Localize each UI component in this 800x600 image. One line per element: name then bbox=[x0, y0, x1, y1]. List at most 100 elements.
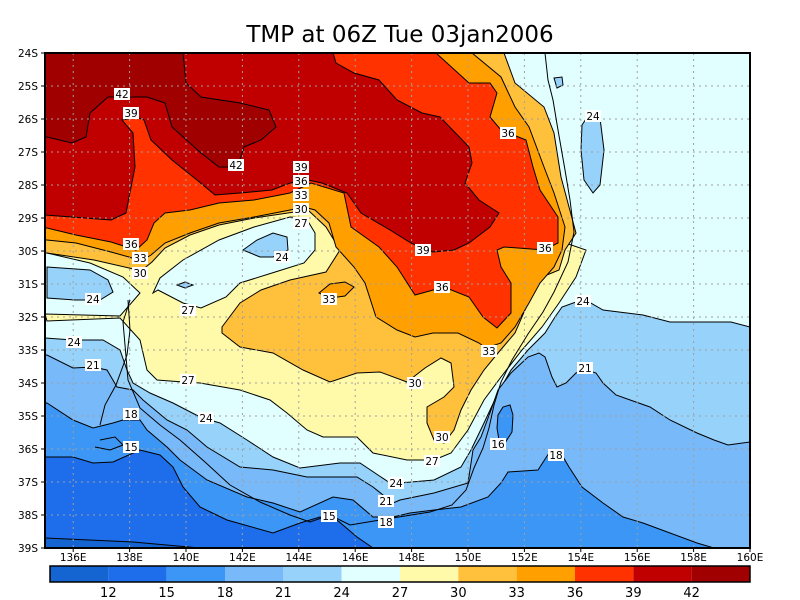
colorbar-swatch bbox=[516, 566, 575, 582]
colorbar-swatch bbox=[108, 566, 167, 582]
lon-tick-label: 154E bbox=[567, 552, 594, 564]
contour-label-text: 30 bbox=[294, 204, 307, 216]
contour-label: 30 bbox=[407, 377, 423, 390]
contour-label-text: 36 bbox=[435, 282, 449, 294]
contour-label: 15 bbox=[123, 441, 139, 454]
colorbar-swatch bbox=[633, 566, 692, 582]
contour-label: 27 bbox=[424, 455, 440, 468]
contour-label-bg bbox=[577, 362, 593, 374]
contour-label-text: 27 bbox=[294, 218, 307, 230]
contour-label: 21 bbox=[577, 362, 593, 375]
contour-plot-area bbox=[45, 53, 750, 548]
contour-label: 36 bbox=[537, 242, 553, 255]
colorbar-level-label: 21 bbox=[275, 586, 292, 600]
lat-tick-label: 33S bbox=[18, 345, 38, 357]
colorbar-swatch bbox=[283, 566, 342, 582]
contour-label: 36 bbox=[123, 238, 139, 251]
lon-tick-label: 136E bbox=[60, 552, 87, 564]
contour-label-bg bbox=[274, 251, 290, 263]
map-title: TMP at 06Z Tue 03jan2006 bbox=[245, 22, 553, 48]
contour-label-bg bbox=[293, 217, 309, 229]
lon-tick-label: 158E bbox=[680, 552, 707, 564]
contour-label: 36 bbox=[293, 175, 309, 188]
contour-label-bg bbox=[481, 345, 497, 357]
contour-label-text: 24 bbox=[67, 337, 81, 349]
band-above-42 bbox=[45, 53, 277, 168]
contour-label-text: 36 bbox=[538, 243, 552, 255]
band-21-24-island bbox=[553, 76, 564, 89]
colorbar-swatch bbox=[458, 566, 517, 582]
colorbar-level-label: 42 bbox=[683, 586, 700, 600]
plot-frame bbox=[44, 52, 751, 549]
contour-label-bg bbox=[228, 159, 244, 171]
contour-label: 42 bbox=[228, 159, 244, 172]
colorbar: 12 15 18 21 24 27 30 33 36 39 42 bbox=[49, 565, 751, 600]
contour-label-bg bbox=[321, 293, 337, 305]
colorbar-swatch bbox=[50, 566, 109, 582]
lat-tick-label: 30S bbox=[18, 246, 38, 258]
contour-label: 24 bbox=[575, 295, 591, 308]
lat-tick-label: 27S bbox=[18, 147, 38, 159]
contour-label: 39 bbox=[123, 107, 139, 120]
lat-tick-label: 26S bbox=[18, 114, 38, 126]
contour-label-text: 27 bbox=[181, 305, 194, 317]
contour-label-bg bbox=[293, 189, 309, 201]
contour-label-text: 33 bbox=[322, 294, 335, 306]
contour-label-bg bbox=[123, 238, 139, 250]
colorbar-swatch bbox=[575, 566, 634, 582]
lat-tick-label: 32S bbox=[18, 312, 38, 324]
contour-label-text: 42 bbox=[229, 160, 242, 172]
contour-label: 42 bbox=[114, 88, 130, 101]
contour-label-bg bbox=[114, 88, 130, 100]
coastline-segment bbox=[99, 299, 131, 426]
lon-tick-label: 142E bbox=[229, 552, 256, 564]
lat-tick-label: 29S bbox=[18, 213, 38, 225]
band-21-24-west bbox=[46, 266, 114, 301]
contour-label: 24 bbox=[66, 336, 82, 349]
contour-label-bg bbox=[123, 408, 139, 420]
contour-label: 33 bbox=[293, 189, 309, 202]
lon-tick-label: 152E bbox=[511, 552, 538, 564]
lat-tick-label: 31S bbox=[18, 279, 38, 291]
colorbar-swatch bbox=[691, 566, 750, 582]
contour-label-text: 27 bbox=[425, 456, 438, 468]
contour-label: 24 bbox=[388, 477, 404, 490]
coastline-segment bbox=[122, 53, 575, 526]
contour-label: 24 bbox=[274, 251, 290, 264]
contour-label-bg bbox=[123, 441, 139, 453]
contour-label-bg bbox=[548, 449, 564, 461]
contour-label-text: 18 bbox=[549, 450, 562, 462]
contour-label-bg bbox=[321, 510, 337, 522]
contour-label-text: 30 bbox=[408, 378, 421, 390]
contour-label-bg bbox=[180, 304, 196, 316]
contour-label-bg bbox=[424, 455, 440, 467]
lat-tick-label: 39S bbox=[18, 543, 38, 555]
contour-label-text: 21 bbox=[578, 363, 591, 375]
contour-label-text: 21 bbox=[86, 360, 99, 372]
contour-label-bg bbox=[434, 281, 450, 293]
contour-label-bg bbox=[388, 477, 404, 489]
contour-label-bg bbox=[415, 244, 431, 256]
contour-label: 24 bbox=[198, 412, 214, 425]
contour-label-text: 36 bbox=[294, 176, 308, 188]
colorbar-level-label: 33 bbox=[508, 586, 525, 600]
colorbar-level-label: 30 bbox=[450, 586, 467, 600]
lon-tick-label: 146E bbox=[342, 552, 369, 564]
colorbar-level-label: 24 bbox=[333, 586, 350, 600]
contour-label-bg bbox=[490, 438, 506, 450]
contour-label-text: 24 bbox=[389, 478, 403, 490]
contour-label-text: 33 bbox=[294, 190, 307, 202]
contour-label: 16 bbox=[490, 438, 506, 451]
contour-label-bg bbox=[132, 267, 148, 279]
contour-label-bg bbox=[537, 242, 553, 254]
contour-label: 33 bbox=[132, 252, 148, 265]
contour-label-text: 39 bbox=[294, 162, 307, 174]
contour-label: 30 bbox=[132, 267, 148, 280]
contour-label-text: 24 bbox=[275, 252, 289, 264]
colorbar-swatch bbox=[400, 566, 459, 582]
contour-label-bg bbox=[293, 203, 309, 215]
lon-tick-label: 160E bbox=[737, 552, 764, 564]
contour-label: 27 bbox=[293, 217, 309, 230]
contour-label: 18 bbox=[548, 449, 564, 462]
contour-label-text: 42 bbox=[115, 89, 128, 101]
